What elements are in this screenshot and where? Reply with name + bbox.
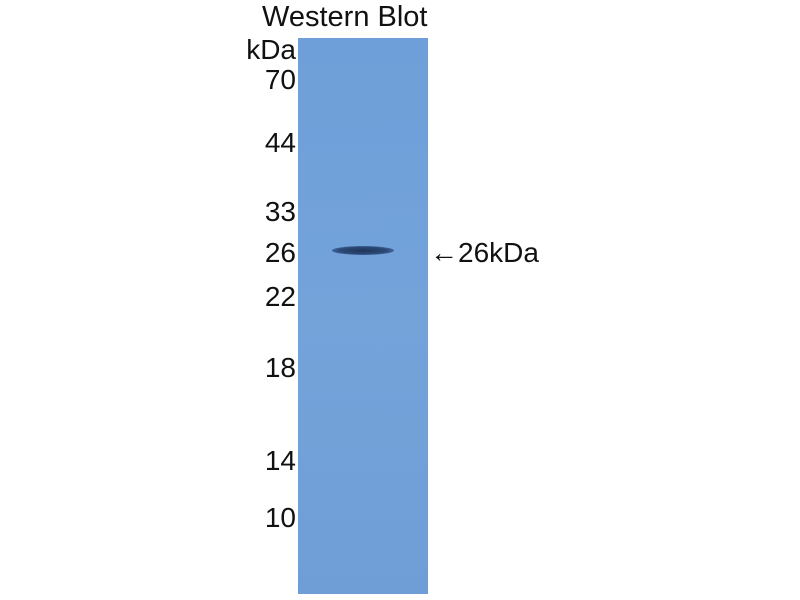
marker-26: 26 [264,237,296,268]
arrow-left-icon: ← [430,237,458,268]
figure-title: Western Blot [262,1,428,33]
marker-14: 14 [264,445,296,476]
marker-33: 33 [264,196,296,227]
marker-44: 44 [264,127,296,158]
protein-band [332,246,394,255]
marker-70: 70 [264,64,296,95]
blot-membrane [298,38,428,594]
marker-10: 10 [264,502,296,533]
marker-22: 22 [264,281,296,312]
band-size-label: 26kDa [458,237,539,268]
unit-label: kDa [246,34,296,65]
band-annotation: ←26kDa [430,238,539,268]
marker-18: 18 [264,352,296,383]
